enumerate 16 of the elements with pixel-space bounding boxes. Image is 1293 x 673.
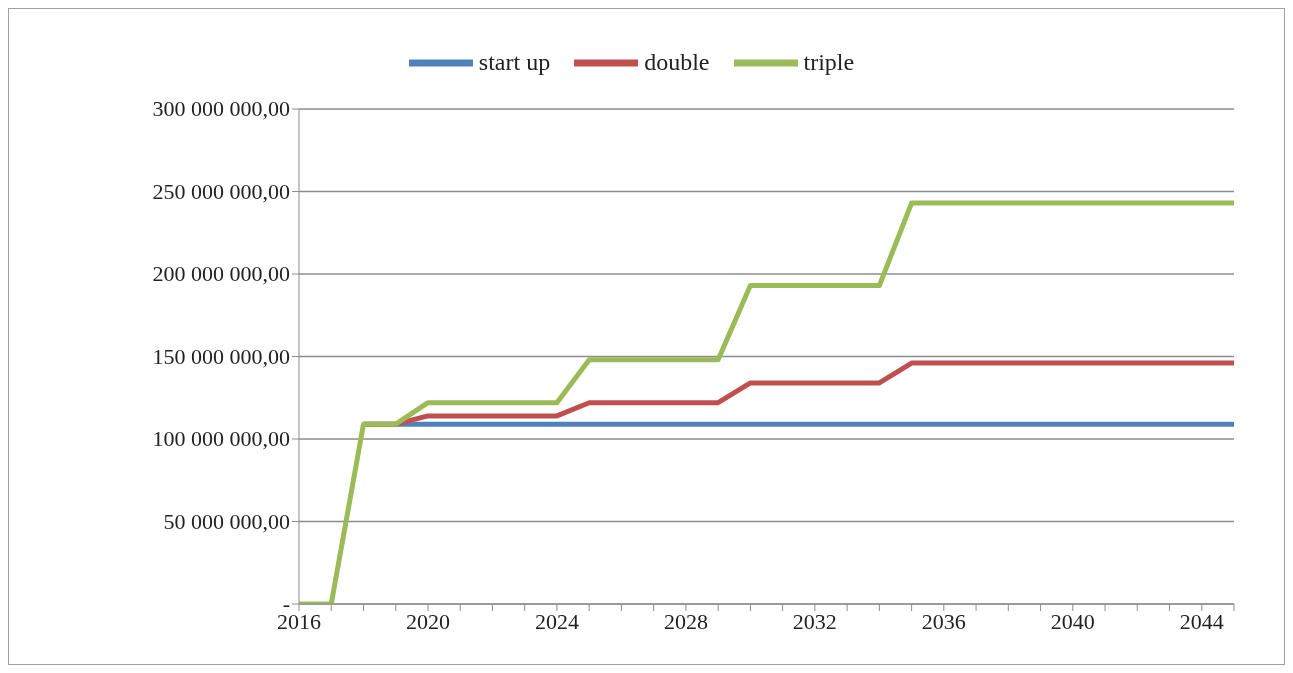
legend-label: start up [477, 49, 551, 76]
y-tick-label: 150 000 000,00 [152, 343, 290, 369]
x-tick-label: 2044 [1179, 608, 1224, 634]
x-tick-label: 2028 [663, 608, 708, 634]
x-tick-label: 2020 [405, 608, 450, 634]
x-tick-label: 2040 [1050, 608, 1095, 634]
x-tick-label: 2036 [921, 608, 966, 634]
y-tick-label: 50 000 000,00 [163, 508, 290, 534]
y-tick-label: 250 000 000,00 [152, 178, 290, 204]
x-tick-label: 2024 [534, 608, 579, 634]
x-tick-label: 2032 [792, 608, 837, 634]
legend-label: triple [802, 49, 855, 76]
legend-label: double [643, 49, 710, 76]
y-tick-label: 200 000 000,00 [152, 261, 290, 286]
y-tick-label: 300 000 000,00 [152, 96, 290, 121]
y-tick-label: 100 000 000,00 [152, 426, 290, 451]
